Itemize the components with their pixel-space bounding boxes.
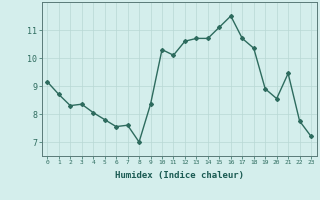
X-axis label: Humidex (Indice chaleur): Humidex (Indice chaleur) <box>115 171 244 180</box>
